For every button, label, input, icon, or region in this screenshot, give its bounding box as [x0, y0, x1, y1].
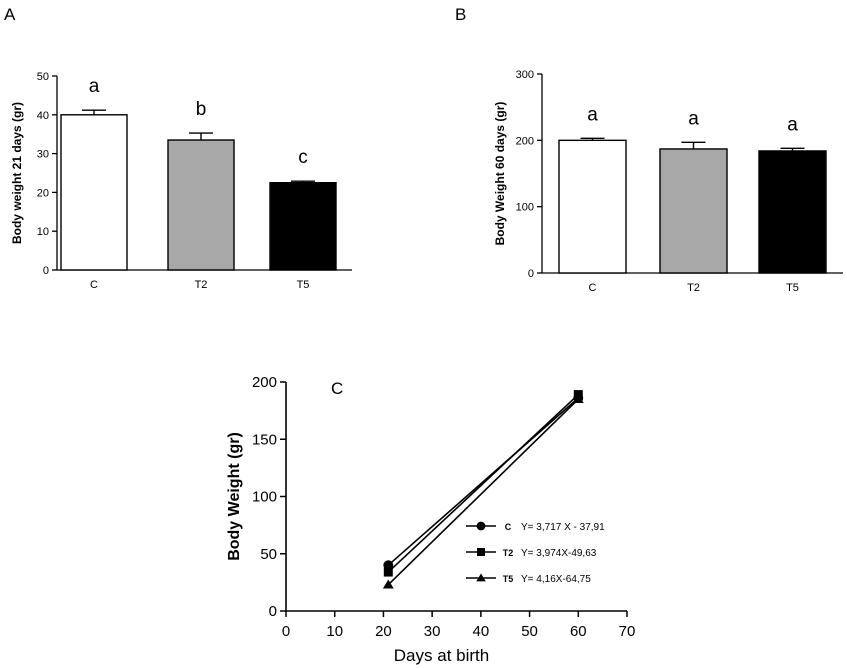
data-point [382, 579, 394, 589]
x-tick-label: T5 [786, 282, 799, 294]
legend-marker [477, 548, 485, 556]
bar-chart-b: B 0 100 200 300 Body Weight 60 days (gr) a Ca T2… [455, 5, 843, 294]
x-tick-label: C [589, 282, 597, 294]
y-tick-label: 0 [528, 268, 534, 280]
y-tick-label: 50 [37, 71, 49, 83]
y-tick-label: 300 [516, 69, 534, 81]
significance-letter: a [787, 114, 798, 135]
x-tick-label: 30 [424, 623, 441, 640]
significance-letter: a [89, 76, 100, 97]
x-axis-label: Days at birth [394, 646, 489, 665]
bar [167, 139, 235, 271]
x-tick-label: 40 [473, 623, 490, 640]
y-tick-label: 20 [37, 187, 49, 199]
y-tick-label: 200 [252, 374, 277, 391]
bar-chart-a: A 0 10 20 30 40 50 Body weight 21 days (gr) a Cb T… [4, 5, 352, 291]
significance-letter: a [587, 104, 598, 125]
bar [758, 150, 827, 274]
legend-marker [476, 521, 486, 531]
bar [60, 114, 128, 271]
series-t5: T5 Y= 4,16X-64,75 [382, 394, 591, 589]
y-tick-label: 100 [252, 489, 277, 506]
x-tick-label: 20 [375, 623, 392, 640]
significance-letter: b [196, 99, 207, 120]
legend-name: C [505, 522, 512, 532]
x-tick-label: T2 [195, 279, 208, 291]
x-tick-label: 60 [570, 623, 587, 640]
panel-label: A [4, 5, 16, 24]
panel-label: B [455, 5, 466, 24]
x-tick-label: 0 [282, 623, 290, 640]
x-tick-label: T2 [687, 282, 700, 294]
series-line [387, 398, 579, 586]
y-tick-label: 50 [260, 546, 277, 563]
bar [558, 139, 627, 274]
series-t2: T2 Y= 3,974X-49,63 [383, 390, 597, 577]
y-tick-label: 150 [252, 431, 277, 448]
y-tick-label: 10 [37, 226, 49, 238]
y-tick-label: 0 [43, 265, 49, 277]
series-line [387, 397, 579, 566]
y-axis-label: Body weight 21 days (gr) [10, 102, 24, 244]
x-tick-label: T5 [297, 279, 310, 291]
y-tick-label: 40 [37, 110, 49, 122]
y-tick-label: 100 [516, 202, 534, 214]
bar [269, 181, 337, 271]
x-tick-label: 50 [521, 623, 538, 640]
legend-name: T5 [503, 574, 514, 584]
legend-equation: Y= 3,974X-49,63 [521, 548, 597, 559]
series-line [387, 394, 579, 573]
line-chart-c: C 0 50 100 150 200 0 10 20 30 40 50 60 70 Days at birt… [226, 374, 635, 665]
significance-letter: c [298, 147, 308, 168]
data-point [572, 394, 584, 404]
legend-marker [476, 573, 486, 582]
x-tick-label: 70 [619, 623, 636, 640]
legend-equation: Y= 3,717 X - 37,91 [521, 522, 605, 533]
data-point [383, 567, 393, 577]
bar [659, 148, 728, 274]
x-tick-label: C [90, 279, 98, 291]
y-tick-label: 200 [516, 135, 534, 147]
y-tick-label: 0 [269, 603, 277, 620]
legend-equation: Y= 4,16X-64,75 [521, 574, 591, 585]
y-axis-label: Body Weight (gr) [226, 432, 243, 561]
x-tick-label: 10 [326, 623, 343, 640]
significance-letter: a [688, 108, 699, 129]
legend-name: T2 [503, 548, 514, 558]
panel-label: C [331, 379, 343, 398]
y-tick-label: 30 [37, 149, 49, 161]
y-axis-label: Body Weight 60 days (gr) [493, 102, 507, 246]
